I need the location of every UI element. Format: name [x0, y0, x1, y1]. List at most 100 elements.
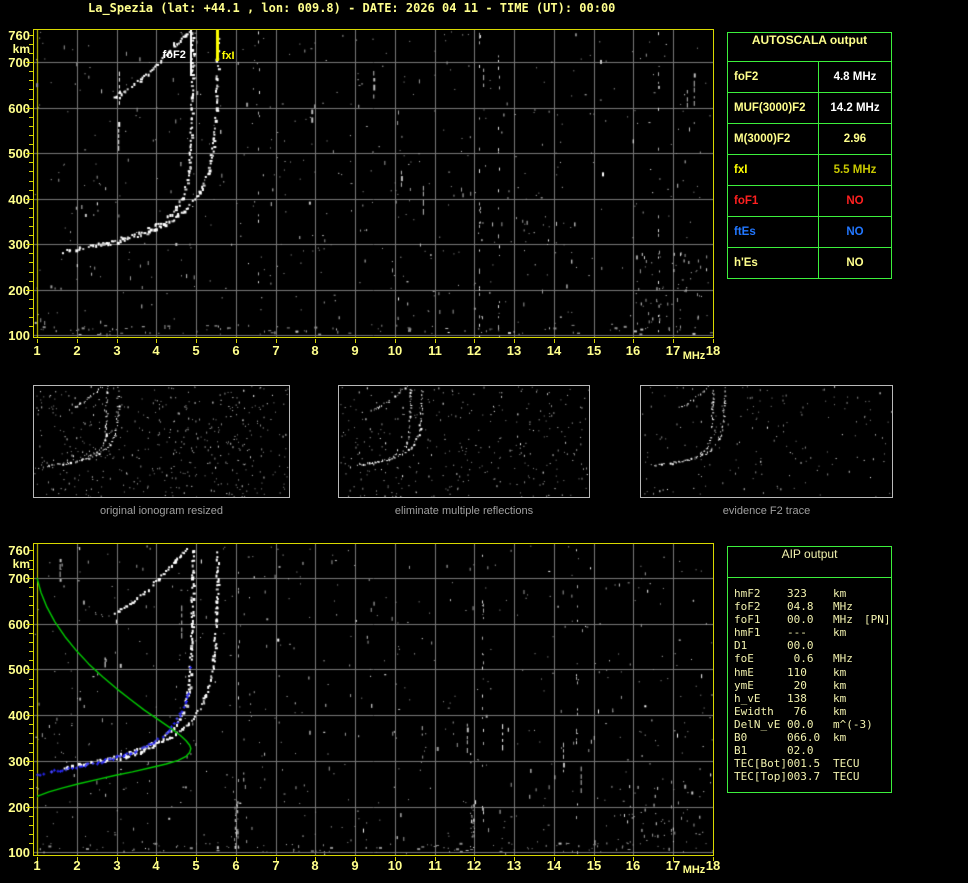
- x-tick-label: 8: [311, 858, 319, 873]
- aip-parameter-unit: km: [833, 587, 847, 600]
- y-tick-label: 760: [8, 543, 30, 558]
- x-tick-label: 16: [625, 858, 641, 873]
- y-axis-unit-label: km: [12, 42, 30, 56]
- y-axis-tick: [29, 217, 33, 218]
- x-tick-label: 14: [546, 858, 562, 873]
- autoscala-table-row: M(3000)F2 2.96: [728, 123, 891, 154]
- aip-parameter-value: 138: [787, 691, 807, 705]
- x-axis-tick: [236, 339, 237, 343]
- parameter-label: foF1: [734, 195, 759, 207]
- x-tick-label: 13: [506, 858, 522, 873]
- aip-parameter-label: ymE: [734, 678, 754, 692]
- x-axis-tick: [315, 339, 316, 343]
- aip-parameter-label: hmF2: [734, 587, 761, 600]
- parameter-value: 5.5 MHz: [818, 155, 891, 185]
- y-axis-tick: [29, 642, 33, 643]
- y-axis-tick: [29, 253, 33, 254]
- y-axis-tick: [29, 117, 33, 118]
- parameter-label: fxI: [734, 164, 748, 176]
- aip-table-row: hmE 110 km: [728, 666, 891, 679]
- y-axis-tick: [29, 235, 33, 236]
- x-tick-label: 2: [73, 343, 81, 358]
- y-axis-tick: [29, 272, 33, 273]
- x-axis-tick: [355, 857, 356, 861]
- y-axis-tick: [29, 843, 33, 844]
- y-axis-tick: [29, 770, 33, 771]
- x-tick-label: 7: [272, 343, 280, 358]
- x-axis-tick: [474, 857, 475, 861]
- x-tick-label: 14: [546, 343, 562, 358]
- bottom-ionogram-frame: [33, 543, 714, 856]
- x-tick-label: 12: [466, 343, 482, 358]
- y-axis-tick: [26, 761, 33, 762]
- x-tick-label: 17: [665, 343, 681, 358]
- fof2-marker-label: foF2: [162, 49, 186, 61]
- y-axis-tick: [29, 733, 33, 734]
- x-axis-tick: [514, 857, 515, 861]
- aip-parameter-unit: km: [833, 678, 847, 692]
- aip-parameter-unit: TECU: [833, 770, 860, 784]
- aip-parameter-label: B0: [734, 731, 748, 745]
- aip-table-row: B1 02.0: [728, 744, 891, 757]
- y-axis-tick: [29, 651, 33, 652]
- aip-parameter-value: ---: [787, 626, 807, 640]
- y-axis-tick: [29, 596, 33, 597]
- y-axis-tick: [29, 171, 33, 172]
- y-axis-tick: [29, 181, 33, 182]
- autoscala-table-row: foF2 4.8 MHz: [728, 61, 891, 92]
- autoscala-table-row: foF1 NO: [728, 185, 891, 216]
- aip-parameter-value: 0.6: [787, 652, 814, 666]
- y-axis-tick: [26, 807, 33, 808]
- x-tick-label: 7: [272, 858, 280, 873]
- autoscala-rows: foF2 4.8 MHz MUF(3000)F2 14.2 MHz M(3000)F2 2…: [728, 61, 891, 278]
- aip-parameter-label: TEC[Bot]: [734, 757, 787, 771]
- x-axis-tick: [554, 857, 555, 861]
- thumbnail-caption-original: original ionogram resized: [100, 505, 223, 517]
- aip-table-row: hmF2 323 km: [728, 587, 891, 600]
- autoscala-table-row: ftEs NO: [728, 216, 891, 247]
- aip-parameter-unit: MHz: [833, 600, 853, 614]
- aip-table-row: D1 00.0: [728, 639, 891, 652]
- aip-parameter-value: 00.0: [787, 639, 814, 653]
- y-axis-tick: [29, 299, 33, 300]
- aip-parameter-value: 20: [787, 678, 807, 692]
- autoscala-table-row: MUF(3000)F2 14.2 MHz: [728, 92, 891, 123]
- autoscala-output-panel: AUTOSCALA output foF2 4.8 MHz MUF(3000)F2 1…: [727, 32, 892, 279]
- thumbnail-caption-evidence: evidence F2 trace: [722, 505, 811, 517]
- x-axis-tick: [633, 857, 634, 861]
- x-tick-label: 10: [387, 858, 403, 873]
- y-axis-tick: [29, 743, 33, 744]
- aip-parameter-unit: m^(-3): [833, 717, 873, 731]
- x-tick-label: 1: [33, 343, 41, 358]
- y-axis-tick: [29, 569, 33, 570]
- y-axis-tick: [29, 633, 33, 634]
- x-tick-label: 13: [506, 343, 522, 358]
- aip-parameter-label: D1: [734, 639, 748, 653]
- thumbnail-original-canvas: [34, 386, 289, 497]
- aip-parameter-unit: km: [833, 626, 847, 640]
- y-axis-tick: [29, 679, 33, 680]
- y-axis-tick: [26, 108, 33, 109]
- x-axis-tick: [117, 339, 118, 343]
- x-axis-tick: [673, 857, 674, 861]
- x-axis-tick: [276, 857, 277, 861]
- aip-table-row: h_vE 138 km: [728, 692, 891, 705]
- top-ionogram-frame: [33, 29, 714, 338]
- y-axis-tick: [29, 208, 33, 209]
- aip-parameter-value: 110: [787, 665, 807, 679]
- top-ionogram-canvas: [34, 30, 713, 337]
- x-axis-tick: [77, 857, 78, 861]
- y-axis-tick: [29, 615, 33, 616]
- aip-panel-title: AIP output: [728, 547, 891, 578]
- y-axis-tick: [29, 308, 33, 309]
- x-axis-tick: [713, 339, 714, 343]
- thumbnail-evidence-f2: [640, 385, 893, 498]
- aip-parameter-unit: TECU: [833, 757, 860, 771]
- y-axis-tick: [29, 706, 33, 707]
- x-axis-tick: [37, 339, 38, 343]
- aip-parameter-flag: [PN]: [864, 613, 891, 627]
- aip-table-row: foE 0.6 MHz: [728, 652, 891, 665]
- y-axis-tick: [29, 560, 33, 561]
- aip-table-row: foF2 04.8 MHz: [728, 600, 891, 613]
- y-axis-tick: [26, 62, 33, 63]
